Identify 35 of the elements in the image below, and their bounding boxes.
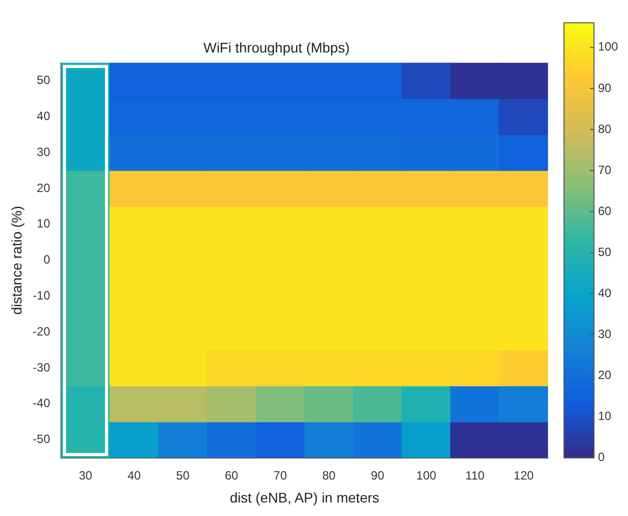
y-tick-label: -10 [32,288,50,303]
color-bar-label: 100 [598,40,618,54]
x-tick-label: 40 [127,468,142,482]
x-tick-label: 60 [224,468,239,482]
y-tick-label: 50 [36,73,50,88]
color-bar-label: 40 [598,286,612,300]
x-tick-label: 30 [78,468,92,482]
x-axis-title: dist (eNB, AP) in meters [230,489,380,506]
color-bar-label: 70 [598,162,612,177]
color-bar-label: 80 [598,122,612,136]
y-tick-label: 0 [43,252,50,267]
y-tick-label: 30 [36,144,50,159]
color-bar-label: 90 [598,80,612,95]
y-tick-label: -50 [32,432,50,446]
y-axis-title: distance ratio (%) [8,206,24,315]
x-tick-label: 120 [514,468,534,482]
x-tick-label: 90 [370,468,385,482]
color-bar-label: 60 [598,204,612,218]
color-bar-label: 10 [598,409,612,424]
color-bar-label: 0 [598,450,605,464]
y-tick-label: 40 [36,108,50,123]
x-tick-label: 50 [176,468,190,482]
x-tick-label: 110 [465,468,485,482]
color-bar-label: 50 [598,244,612,259]
color-bar-label: 30 [598,327,612,341]
color-bar-label: 20 [598,368,612,382]
x-tick-label: 80 [322,468,336,482]
y-tick-label: -30 [32,360,50,374]
y-tick-label: -20 [32,324,50,338]
x-tick-label: 100 [416,468,437,482]
y-tick-label: 10 [36,216,50,231]
y-tick-label: 20 [36,180,50,195]
chart-title: WiFi throughput (Mbps) [203,39,350,56]
x-tick-label: 70 [274,468,288,482]
y-tick-label: -40 [32,396,50,410]
